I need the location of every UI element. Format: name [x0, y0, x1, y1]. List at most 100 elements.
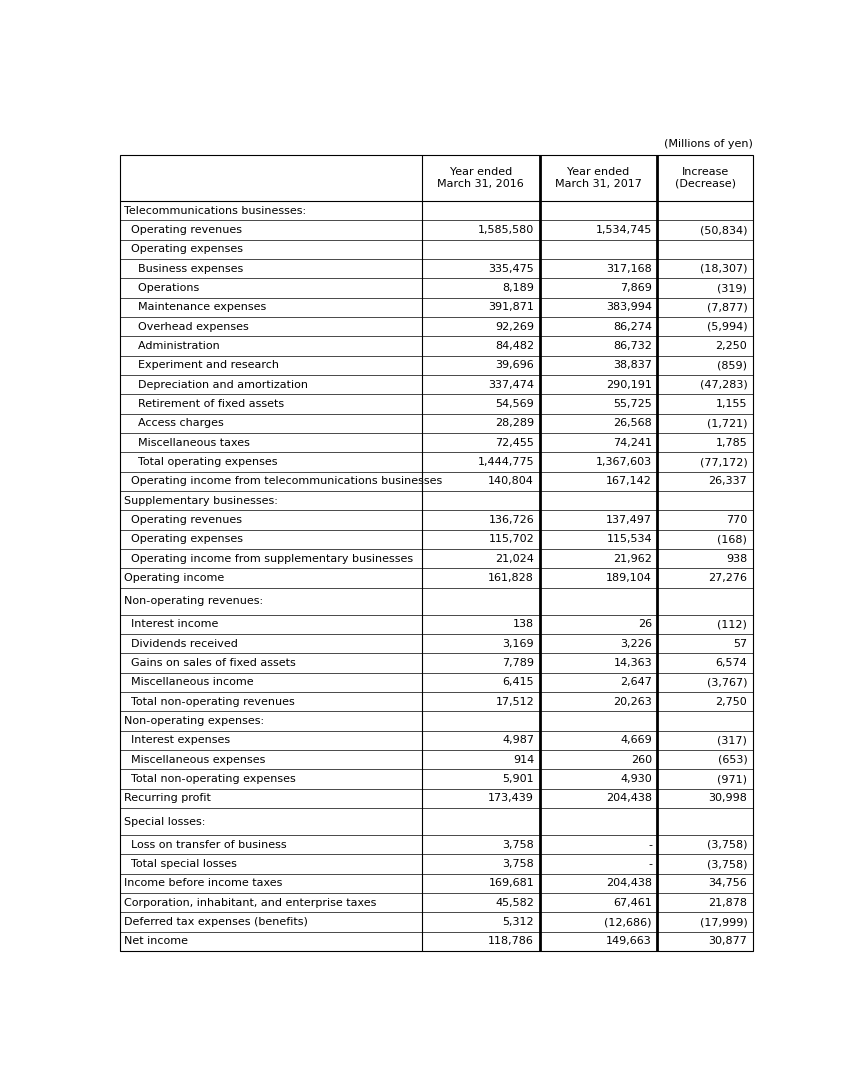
- Text: Miscellaneous income: Miscellaneous income: [124, 677, 253, 688]
- Text: 86,274: 86,274: [612, 322, 652, 332]
- Text: Supplementary businesses:: Supplementary businesses:: [124, 496, 278, 505]
- Text: 2,750: 2,750: [715, 696, 746, 707]
- Text: Year ended
March 31, 2017: Year ended March 31, 2017: [555, 167, 641, 189]
- Text: Overhead expenses: Overhead expenses: [124, 322, 249, 332]
- Text: Non-operating expenses:: Non-operating expenses:: [124, 716, 264, 726]
- Text: (18,307): (18,307): [699, 264, 746, 274]
- Text: 28,289: 28,289: [495, 418, 533, 428]
- Text: 167,142: 167,142: [605, 476, 652, 486]
- Text: Interest income: Interest income: [124, 619, 219, 630]
- Text: -: -: [647, 859, 652, 869]
- Text: Depreciation and amortization: Depreciation and amortization: [124, 380, 308, 389]
- Text: 3,169: 3,169: [502, 638, 533, 649]
- Text: Recurring profit: Recurring profit: [124, 793, 211, 804]
- Text: (50,834): (50,834): [699, 225, 746, 235]
- Text: 8,189: 8,189: [501, 283, 533, 293]
- Text: 938: 938: [725, 554, 746, 563]
- Text: (1,721): (1,721): [706, 418, 746, 428]
- Text: Operating revenues: Operating revenues: [124, 225, 242, 235]
- Text: 21,962: 21,962: [613, 554, 652, 563]
- Text: 137,497: 137,497: [605, 515, 652, 525]
- Text: 26,337: 26,337: [708, 476, 746, 486]
- Text: (5,994): (5,994): [706, 322, 746, 332]
- Text: Telecommunications businesses:: Telecommunications businesses:: [124, 206, 306, 216]
- Text: (3,758): (3,758): [706, 840, 746, 850]
- Text: 115,702: 115,702: [488, 534, 533, 544]
- Text: (7,877): (7,877): [706, 303, 746, 312]
- Text: 173,439: 173,439: [488, 793, 533, 804]
- Text: 3,758: 3,758: [502, 840, 533, 850]
- Text: 5,312: 5,312: [502, 917, 533, 927]
- Text: Interest expenses: Interest expenses: [124, 735, 230, 746]
- Text: 26,568: 26,568: [613, 418, 652, 428]
- Text: 84,482: 84,482: [495, 341, 533, 351]
- Text: 337,474: 337,474: [488, 380, 533, 389]
- Text: (859): (859): [717, 361, 746, 370]
- Text: (3,758): (3,758): [706, 859, 746, 869]
- Text: 20,263: 20,263: [613, 696, 652, 707]
- Text: 5,901: 5,901: [502, 774, 533, 784]
- Text: 2,647: 2,647: [619, 677, 652, 688]
- Text: Operating income: Operating income: [124, 573, 225, 583]
- Text: 6,415: 6,415: [502, 677, 533, 688]
- Text: Access charges: Access charges: [124, 418, 224, 428]
- Text: Net income: Net income: [124, 937, 188, 946]
- Text: Year ended
March 31, 2016: Year ended March 31, 2016: [437, 167, 523, 189]
- Text: 86,732: 86,732: [613, 341, 652, 351]
- Text: 14,363: 14,363: [613, 658, 652, 668]
- Text: 169,681: 169,681: [488, 879, 533, 888]
- Text: Increase
(Decrease): Increase (Decrease): [674, 167, 735, 189]
- Text: 17,512: 17,512: [495, 696, 533, 707]
- Text: Miscellaneous expenses: Miscellaneous expenses: [124, 754, 265, 765]
- Text: 136,726: 136,726: [488, 515, 533, 525]
- Text: Miscellaneous taxes: Miscellaneous taxes: [124, 438, 250, 447]
- Text: 115,534: 115,534: [606, 534, 652, 544]
- Text: (653): (653): [717, 754, 746, 765]
- Text: 3,226: 3,226: [619, 638, 652, 649]
- Text: 72,455: 72,455: [495, 438, 533, 447]
- Text: (971): (971): [717, 774, 746, 784]
- Text: 391,871: 391,871: [488, 303, 533, 312]
- Text: 204,438: 204,438: [605, 793, 652, 804]
- Text: 1,444,775: 1,444,775: [477, 457, 533, 467]
- Text: Administration: Administration: [124, 341, 219, 351]
- Text: Loss on transfer of business: Loss on transfer of business: [124, 840, 286, 850]
- Text: 55,725: 55,725: [613, 399, 652, 409]
- Text: 4,669: 4,669: [619, 735, 652, 746]
- Text: (47,283): (47,283): [699, 380, 746, 389]
- Text: 149,663: 149,663: [605, 937, 652, 946]
- Text: Operating income from supplementary businesses: Operating income from supplementary busi…: [124, 554, 413, 563]
- Text: Maintenance expenses: Maintenance expenses: [124, 303, 266, 312]
- Text: 2,250: 2,250: [715, 341, 746, 351]
- Text: 770: 770: [725, 515, 746, 525]
- Text: 74,241: 74,241: [612, 438, 652, 447]
- Text: Corporation, inhabitant, and enterprise taxes: Corporation, inhabitant, and enterprise …: [124, 898, 376, 908]
- Text: Operations: Operations: [124, 283, 199, 293]
- Text: 7,789: 7,789: [501, 658, 533, 668]
- Text: 39,696: 39,696: [495, 361, 533, 370]
- Text: 1,585,580: 1,585,580: [478, 225, 533, 235]
- Text: 189,104: 189,104: [605, 573, 652, 583]
- Text: Operating expenses: Operating expenses: [124, 245, 243, 254]
- Text: 1,534,745: 1,534,745: [595, 225, 652, 235]
- Text: Special losses:: Special losses:: [124, 817, 205, 826]
- Text: 1,155: 1,155: [715, 399, 746, 409]
- Text: (12,686): (12,686): [603, 917, 652, 927]
- Text: 26: 26: [637, 619, 652, 630]
- Text: Operating revenues: Operating revenues: [124, 515, 242, 525]
- Text: 204,438: 204,438: [605, 879, 652, 888]
- Text: 140,804: 140,804: [488, 476, 533, 486]
- Text: Business expenses: Business expenses: [124, 264, 243, 274]
- Text: 335,475: 335,475: [488, 264, 533, 274]
- Text: 7,869: 7,869: [619, 283, 652, 293]
- Text: 4,987: 4,987: [501, 735, 533, 746]
- Text: 383,994: 383,994: [605, 303, 652, 312]
- Text: (317): (317): [717, 735, 746, 746]
- Text: 290,191: 290,191: [605, 380, 652, 389]
- Text: (168): (168): [717, 534, 746, 544]
- Text: Retirement of fixed assets: Retirement of fixed assets: [124, 399, 284, 409]
- Text: 67,461: 67,461: [613, 898, 652, 908]
- Text: Total special losses: Total special losses: [124, 859, 237, 869]
- Text: Deferred tax expenses (benefits): Deferred tax expenses (benefits): [124, 917, 308, 927]
- Text: 30,998: 30,998: [707, 793, 746, 804]
